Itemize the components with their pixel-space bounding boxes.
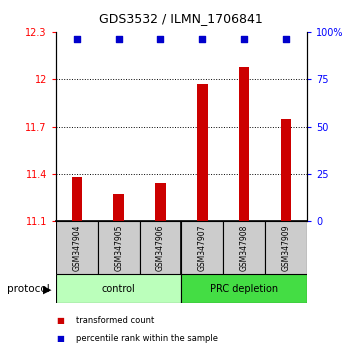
Point xyxy=(116,36,122,42)
Bar xyxy=(113,194,124,221)
Point xyxy=(241,36,247,42)
Bar xyxy=(181,274,307,303)
Text: GSM347907: GSM347907 xyxy=(198,224,207,271)
Text: PRC depletion: PRC depletion xyxy=(210,284,278,293)
Bar xyxy=(265,221,307,274)
Bar xyxy=(223,221,265,274)
Text: percentile rank within the sample: percentile rank within the sample xyxy=(76,333,218,343)
Bar xyxy=(98,221,140,274)
Bar xyxy=(71,177,82,221)
Bar xyxy=(197,84,208,221)
Bar xyxy=(56,221,98,274)
Bar xyxy=(56,274,181,303)
Point xyxy=(199,36,205,42)
Point xyxy=(74,36,80,42)
Point xyxy=(283,36,289,42)
Text: GSM347908: GSM347908 xyxy=(240,224,249,271)
Text: transformed count: transformed count xyxy=(76,316,154,325)
Point xyxy=(158,36,164,42)
Text: GSM347904: GSM347904 xyxy=(72,224,81,271)
Bar xyxy=(140,221,181,274)
Text: GSM347905: GSM347905 xyxy=(114,224,123,271)
Text: protocol: protocol xyxy=(7,284,50,294)
Text: GSM347906: GSM347906 xyxy=(156,224,165,271)
Text: ■: ■ xyxy=(56,333,64,343)
Bar xyxy=(281,119,291,221)
Text: ▶: ▶ xyxy=(43,284,51,294)
Text: GDS3532 / ILMN_1706841: GDS3532 / ILMN_1706841 xyxy=(99,12,262,25)
Bar xyxy=(155,183,166,221)
Text: ■: ■ xyxy=(56,316,64,325)
Bar xyxy=(181,221,223,274)
Text: control: control xyxy=(102,284,135,293)
Text: GSM347909: GSM347909 xyxy=(282,224,291,271)
Bar xyxy=(239,67,249,221)
